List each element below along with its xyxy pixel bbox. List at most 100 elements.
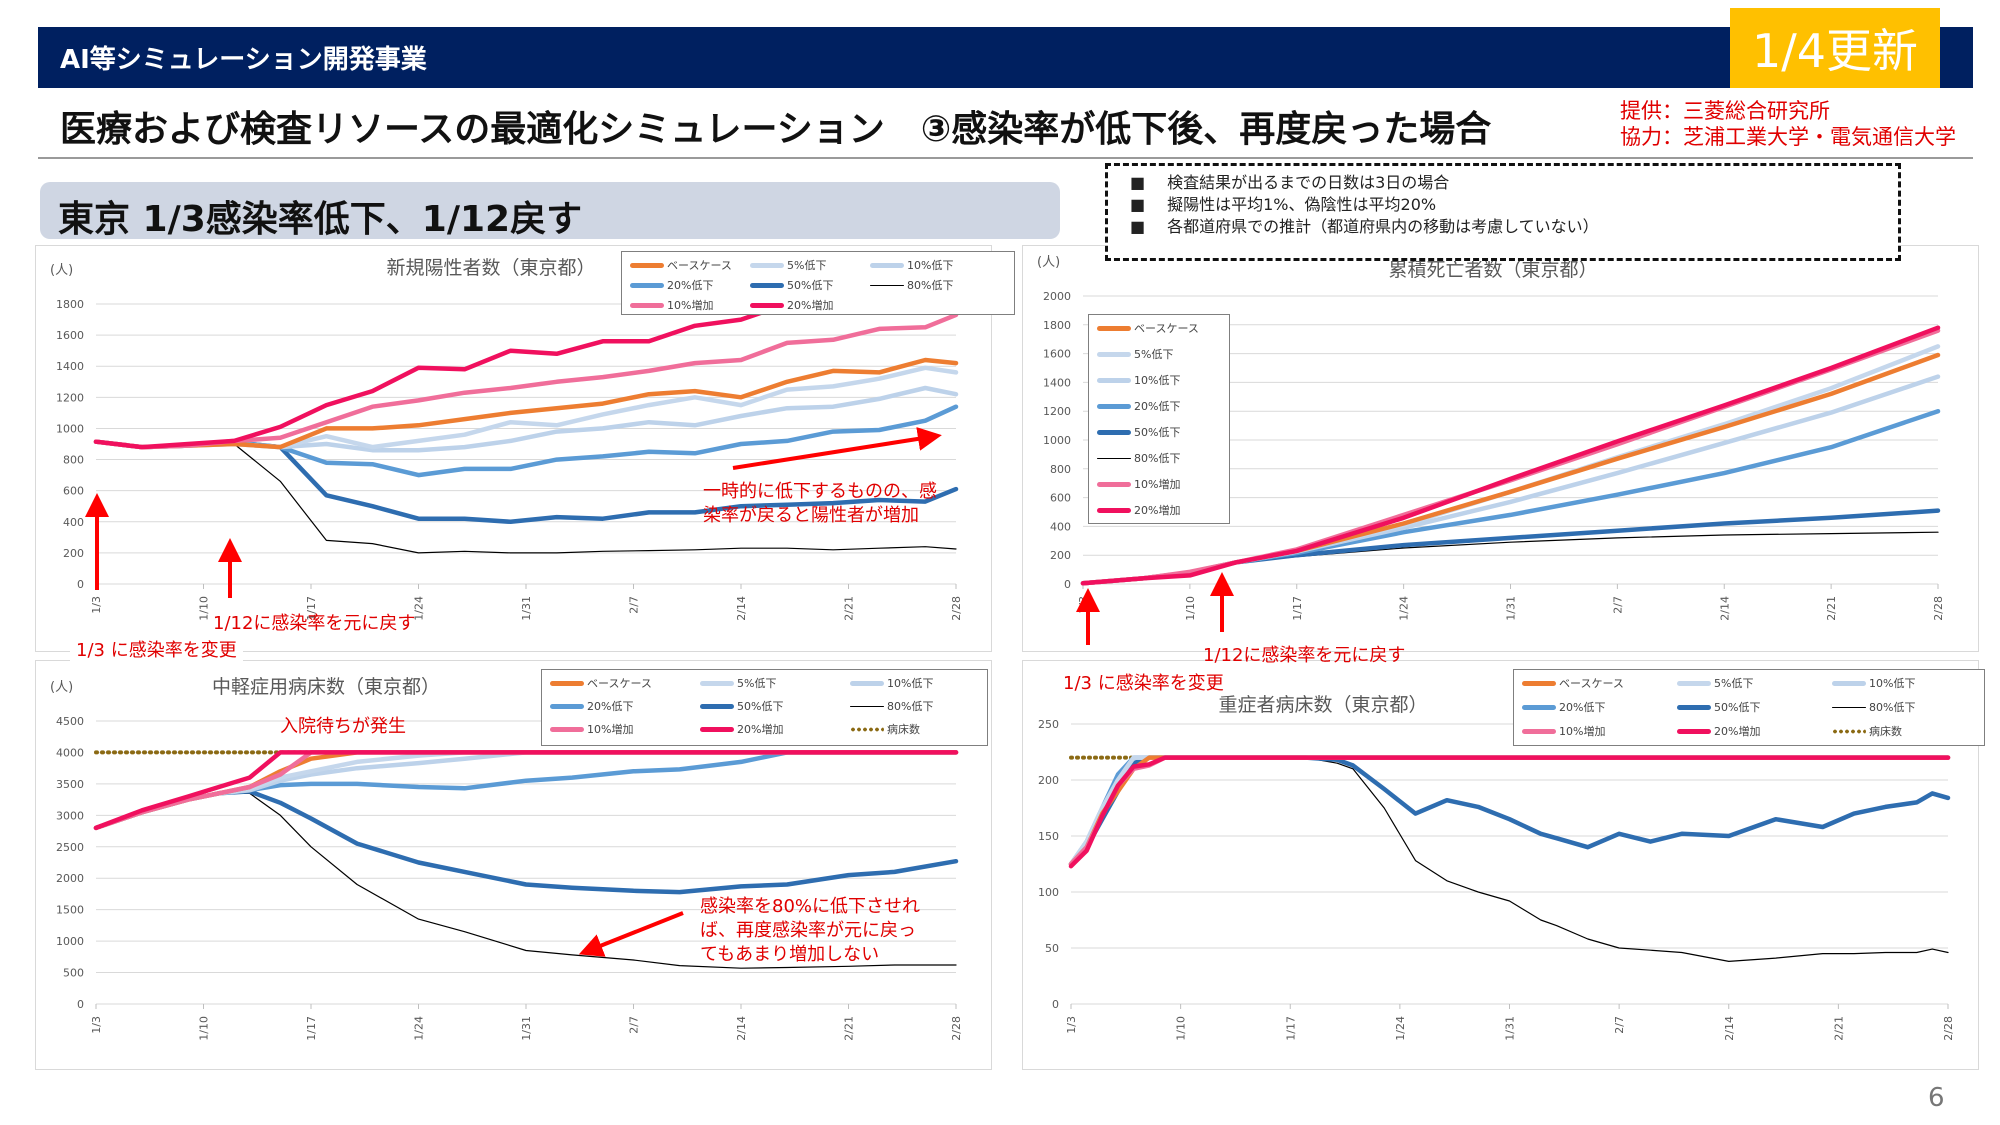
x-tick-label: 2/28 xyxy=(950,1016,963,1041)
y-tick-label: 800 xyxy=(1050,463,1071,476)
legend-item: 20%増加 xyxy=(1677,723,1760,739)
x-tick-label: 1/24 xyxy=(1398,596,1411,621)
legend-item: 病床数 xyxy=(1832,723,1902,739)
chart-title: 累積死亡者数（東京都） xyxy=(1388,259,1597,281)
legend-label: ベースケース xyxy=(587,677,652,690)
legend-swatch xyxy=(850,726,884,732)
legend-label: 50%低下 xyxy=(787,279,834,292)
divider xyxy=(38,157,1973,159)
program-name: AI等シミュレーション開発事業 xyxy=(60,45,427,75)
legend-label: 10%低下 xyxy=(1869,677,1916,690)
x-tick-label: 1/10 xyxy=(198,596,211,621)
legend-label: ベースケース xyxy=(1134,322,1199,335)
legend-item: 20%増加 xyxy=(700,721,783,737)
legend-item: 5%低下 xyxy=(700,675,776,691)
arrow-icon xyxy=(732,427,942,470)
legend-swatch xyxy=(1832,728,1866,734)
y-tick-label: 500 xyxy=(63,967,84,980)
legend-label: 50%低下 xyxy=(1134,426,1181,439)
legend-label: 80%低下 xyxy=(907,279,954,292)
y-axis-label: (人) xyxy=(50,680,73,695)
legend-label: 10%増加 xyxy=(667,299,714,312)
x-tick-label: 2/7 xyxy=(628,596,641,614)
x-tick-label: 1/10 xyxy=(1184,596,1197,621)
x-tick-label: 1/31 xyxy=(520,1016,533,1041)
y-tick-label: 1600 xyxy=(56,329,84,342)
legend-swatch xyxy=(1677,680,1711,686)
x-tick-label: 1/17 xyxy=(1291,596,1304,621)
legend-swatch xyxy=(630,282,664,288)
y-tick-label: 0 xyxy=(77,998,84,1011)
legend-swatch xyxy=(1522,728,1556,734)
chart-legend: ベースケース 5%低下 10%低下 20%低下 50%低下 80%低下 10%増加 20%増加 xyxy=(621,251,1015,315)
legend-item: 10%増加 xyxy=(1097,476,1180,492)
legend-item: 50%低下 xyxy=(700,698,783,714)
x-tick-label: 2/14 xyxy=(1723,1016,1736,1041)
y-tick-label: 0 xyxy=(77,578,84,591)
legend-label: 80%低下 xyxy=(887,700,934,713)
legend-swatch xyxy=(1097,325,1131,331)
legend-item: 10%増加 xyxy=(1522,723,1605,739)
y-tick-label: 2500 xyxy=(56,841,84,854)
y-tick-label: 1200 xyxy=(1043,405,1071,418)
legend-swatch xyxy=(630,302,664,308)
chart-title: 中軽症用病床数（東京都） xyxy=(212,676,440,698)
chart-plot: 0 50 100 150 200 250 1/3 1/10 1/17 1/24 1/31 2/7 2/1… xyxy=(1038,694,1955,1041)
legend-label: ベースケース xyxy=(1559,677,1624,690)
legend-item: 50%低下 xyxy=(1097,424,1180,440)
annotation-line: ば、再度感染率が元に戻っ xyxy=(700,920,916,941)
x-tick-label: 1/24 xyxy=(1394,1016,1407,1041)
series-line-20%増加 xyxy=(1080,325,1941,586)
legend-item: 5%低下 xyxy=(1097,346,1173,362)
y-tick-label: 1000 xyxy=(1043,434,1071,447)
x-tick-label: 1/31 xyxy=(1504,1016,1517,1041)
x-tick-label: 2/28 xyxy=(1942,1016,1955,1041)
legend-label: 50%低下 xyxy=(737,700,784,713)
y-tick-label: 1600 xyxy=(1043,348,1071,361)
x-tick-label: 1/10 xyxy=(1175,1016,1188,1041)
annotation-restore-rate-top: 1/12に感染率を元に戻す xyxy=(213,613,416,634)
legend-item: 50%低下 xyxy=(750,277,833,293)
chart-moderate-beds: 0 500 1000 1500 2000 2500 3000 3500 4000 4500 1/3 1… xyxy=(35,660,992,1070)
y-tick-label: 3000 xyxy=(56,809,84,822)
legend-label: 10%低下 xyxy=(1134,374,1181,387)
legend-label: 20%低下 xyxy=(587,700,634,713)
series-line-80%低下 xyxy=(95,441,957,554)
y-tick-label: 4000 xyxy=(56,746,84,759)
legend-swatch xyxy=(750,302,784,308)
x-tick-label: 2/7 xyxy=(1613,1016,1626,1034)
header-bar: AI等シミュレーション開発事業 xyxy=(38,27,1973,88)
legend-swatch xyxy=(1677,704,1711,710)
legend-swatch xyxy=(1522,704,1556,710)
y-tick-label: 400 xyxy=(1050,520,1071,533)
legend-item: 50%低下 xyxy=(1677,699,1760,715)
chart-plot: 0 200 400 600 800 1000 1200 1400 1600 1800 2000 1/3… xyxy=(1037,255,1945,621)
annotation-change-rate-right: 1/3 に感染率を変更 xyxy=(1063,673,1224,694)
y-tick-label: 2000 xyxy=(56,872,84,885)
legend-swatch xyxy=(1677,728,1711,734)
x-tick-label: 1/3 xyxy=(90,596,103,614)
annotation-line: 染率が戻ると陽性者が増加 xyxy=(703,505,919,526)
legend-label: 5%低下 xyxy=(1714,677,1754,690)
legend-item: 10%増加 xyxy=(630,297,713,313)
legend-swatch xyxy=(870,262,904,268)
legend-label: ベースケース xyxy=(667,259,732,272)
legend-label: 10%増加 xyxy=(587,723,634,736)
legend-swatch xyxy=(550,703,584,709)
page-title: 医療および検査リソースの最適化シミュレーション ③感染率が低下後、再度戻った場合 xyxy=(60,109,1492,150)
legend-item: 5%低下 xyxy=(750,257,826,273)
x-tick-label: 1/3 xyxy=(1065,1016,1078,1034)
legend-item: 10%低下 xyxy=(1097,372,1180,388)
credits: 提供：三菱総合研究所 協力：芝浦工業大学・電気通信大学 xyxy=(1620,98,1956,150)
x-tick-label: 2/21 xyxy=(843,596,856,621)
annotation-eighty: 感染率を80%に低下させれ ば、再度感染率が元に戻っ てもあまり増加しない xyxy=(700,895,920,967)
legend-label: 10%低下 xyxy=(907,259,954,272)
assumptions-box: 検査結果が出るまでの日数は3日の場合 擬陽性は平均1%、偽陰性は平均20% 各都… xyxy=(1105,163,1901,261)
y-tick-label: 400 xyxy=(63,516,84,529)
y-tick-label: 1000 xyxy=(56,935,84,948)
legend-swatch xyxy=(1097,481,1131,487)
legend-label: 20%低下 xyxy=(667,279,714,292)
legend-item: 10%低下 xyxy=(850,675,933,691)
